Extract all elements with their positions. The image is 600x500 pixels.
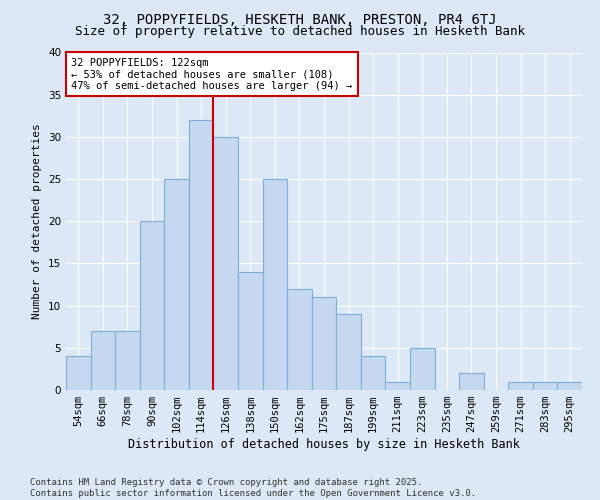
Bar [66, 356, 91, 390]
Y-axis label: Number of detached properties: Number of detached properties [32, 124, 43, 319]
X-axis label: Distribution of detached houses by size in Hesketh Bank: Distribution of detached houses by size … [128, 438, 520, 451]
Text: 32, POPPYFIELDS, HESKETH BANK, PRESTON, PR4 6TJ: 32, POPPYFIELDS, HESKETH BANK, PRESTON, … [103, 12, 497, 26]
Bar [115, 331, 140, 390]
Bar [410, 348, 434, 390]
Bar [140, 221, 164, 390]
Bar [508, 382, 533, 390]
Bar [533, 382, 557, 390]
Bar [459, 373, 484, 390]
Bar [287, 289, 312, 390]
Text: Contains HM Land Registry data © Crown copyright and database right 2025.
Contai: Contains HM Land Registry data © Crown c… [30, 478, 476, 498]
Bar [263, 179, 287, 390]
Text: 32 POPPYFIELDS: 122sqm
← 53% of detached houses are smaller (108)
47% of semi-de: 32 POPPYFIELDS: 122sqm ← 53% of detached… [71, 58, 352, 91]
Text: Size of property relative to detached houses in Hesketh Bank: Size of property relative to detached ho… [75, 25, 525, 38]
Bar [312, 297, 336, 390]
Bar [189, 120, 214, 390]
Bar [336, 314, 361, 390]
Bar [361, 356, 385, 390]
Bar [164, 179, 189, 390]
Bar [385, 382, 410, 390]
Bar [214, 137, 238, 390]
Bar [91, 331, 115, 390]
Bar [557, 382, 582, 390]
Bar [238, 272, 263, 390]
